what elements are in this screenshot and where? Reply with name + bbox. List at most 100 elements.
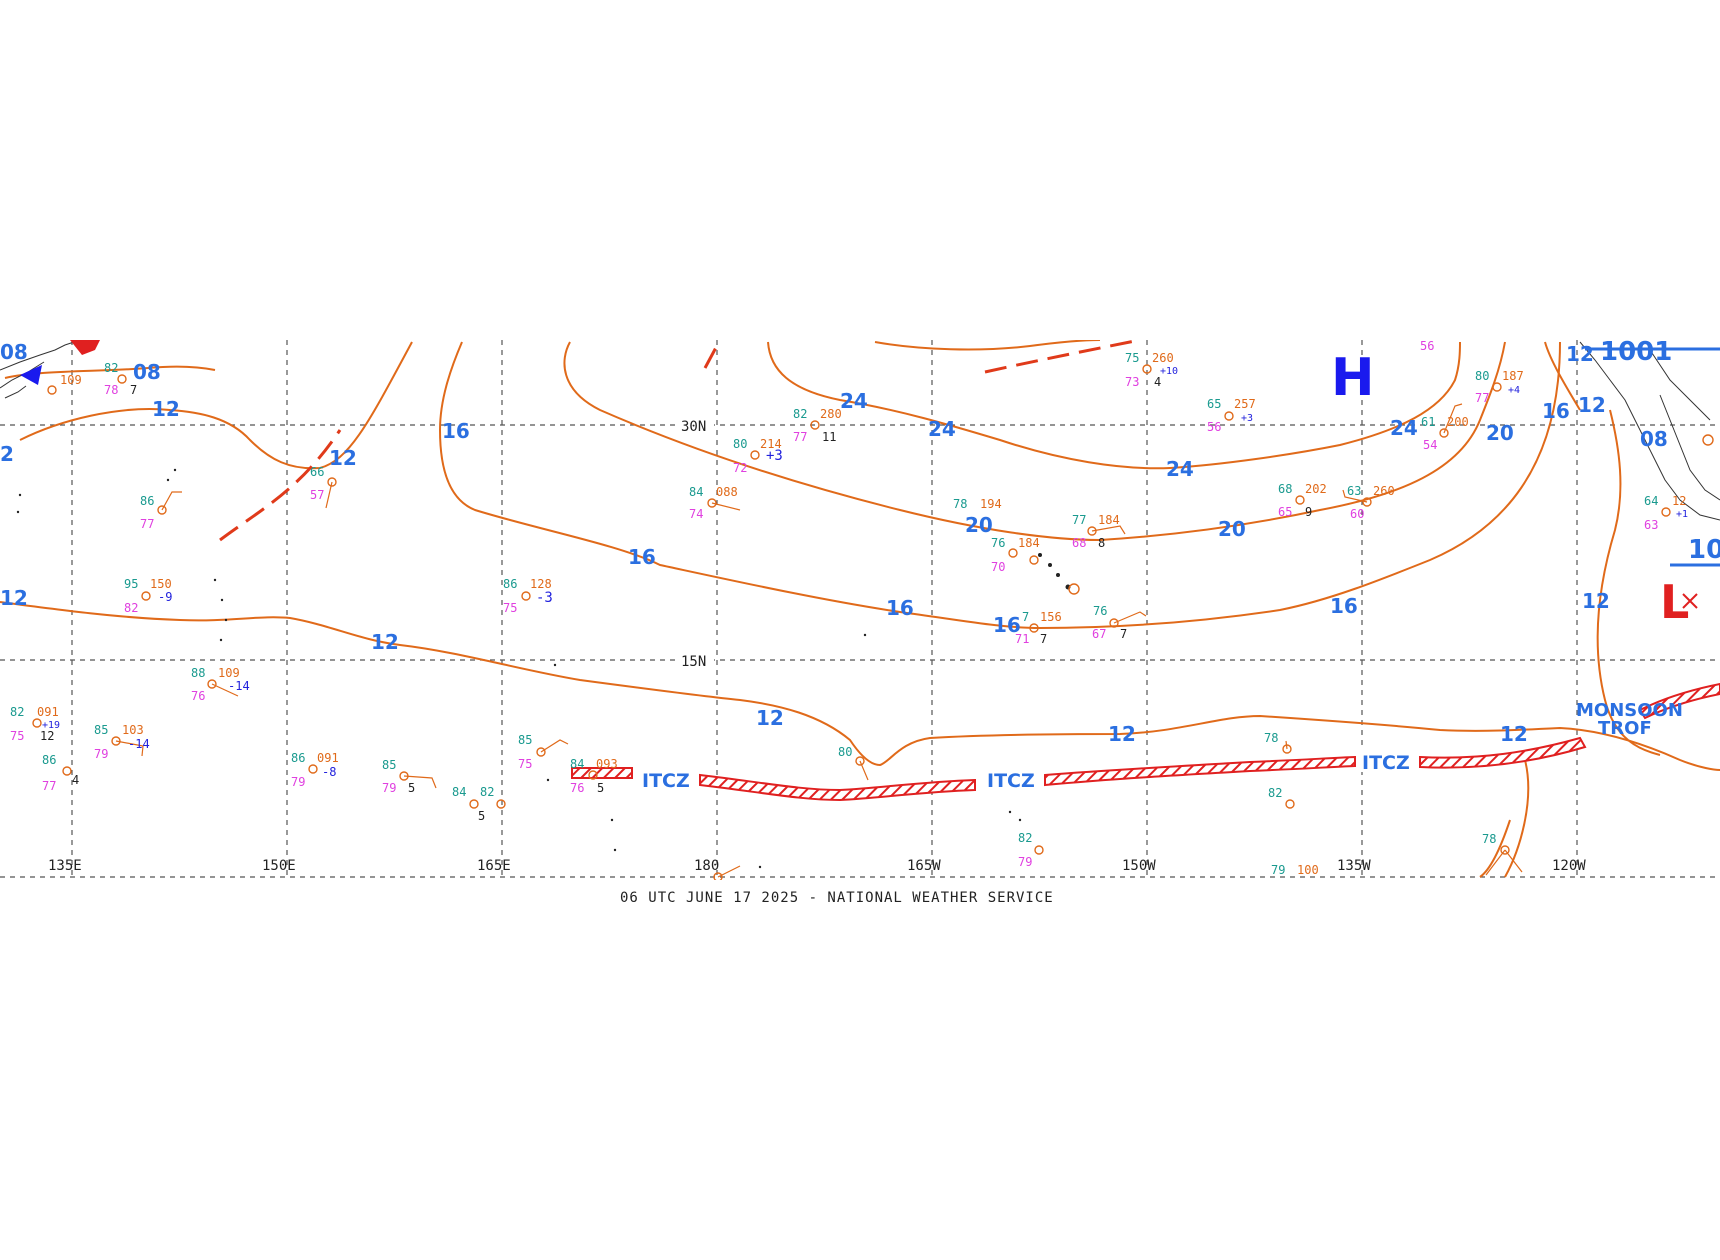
svg-text:12: 12 <box>1500 722 1528 746</box>
svg-text:12: 12 <box>40 729 54 743</box>
svg-text:16: 16 <box>442 419 470 443</box>
svg-text:093: 093 <box>596 757 618 771</box>
svg-text:4: 4 <box>72 773 79 787</box>
svg-text:10: 10 <box>1688 535 1720 565</box>
svg-text:08: 08 <box>1640 427 1668 451</box>
svg-text:187: 187 <box>1502 369 1524 383</box>
svg-text:78: 78 <box>104 383 118 397</box>
svg-text:-14: -14 <box>128 737 150 751</box>
svg-text:86: 86 <box>291 751 305 765</box>
svg-text:56: 56 <box>1420 339 1434 353</box>
svg-text:75: 75 <box>518 757 532 771</box>
svg-text:63: 63 <box>1644 518 1658 532</box>
svg-text:79: 79 <box>382 781 396 795</box>
svg-text:+4: +4 <box>1508 385 1520 396</box>
svg-text:+1: +1 <box>1676 509 1688 520</box>
svg-text:16: 16 <box>886 596 914 620</box>
svg-text:4: 4 <box>1154 375 1161 389</box>
svg-text:150: 150 <box>150 577 172 591</box>
svg-text:091: 091 <box>37 705 59 719</box>
svg-text:214: 214 <box>760 437 782 451</box>
svg-text:280: 280 <box>820 407 842 421</box>
svg-text:+10: +10 <box>1160 366 1178 377</box>
svg-text:82: 82 <box>104 361 118 375</box>
svg-text:+3: +3 <box>1241 413 1253 424</box>
svg-text:16: 16 <box>1542 399 1570 423</box>
svg-text:76: 76 <box>1093 604 1107 618</box>
svg-text:82: 82 <box>1018 831 1032 845</box>
itcz-labels: ITCZ ITCZ ITCZ <box>640 748 1418 792</box>
svg-text:135W: 135W <box>1337 858 1371 874</box>
svg-text:84: 84 <box>452 785 466 799</box>
svg-text:71: 71 <box>1015 632 1029 646</box>
svg-text:109: 109 <box>218 666 240 680</box>
svg-text:63: 63 <box>1347 484 1361 498</box>
svg-text:65: 65 <box>1207 397 1221 411</box>
svg-text:1001: 1001 <box>1600 337 1672 367</box>
isobar-labels: 08 08 2 12 12 16 24 24 24 24 20 20 20 16… <box>0 337 1720 746</box>
trough-3 <box>984 340 1141 374</box>
svg-text:16: 16 <box>993 613 1021 637</box>
svg-text:16: 16 <box>628 545 656 569</box>
svg-text:-8: -8 <box>322 765 336 779</box>
svg-text:82: 82 <box>480 785 494 799</box>
svg-text:84: 84 <box>689 485 703 499</box>
svg-text:77: 77 <box>793 430 807 444</box>
svg-text:165W: 165W <box>907 858 941 874</box>
itcz-axis <box>571 682 1720 802</box>
svg-text:165E: 165E <box>477 858 511 874</box>
svg-text:5: 5 <box>408 781 415 795</box>
trough-2 <box>703 340 722 369</box>
svg-text:78: 78 <box>1264 731 1278 745</box>
svg-text:7: 7 <box>1022 610 1029 624</box>
svg-text:12: 12 <box>0 586 28 610</box>
svg-text:7: 7 <box>130 383 137 397</box>
svg-text:150E: 150E <box>262 858 296 874</box>
svg-text:184: 184 <box>1098 513 1120 527</box>
svg-text:088: 088 <box>716 485 738 499</box>
nw-coastline <box>0 340 100 399</box>
svg-text:100: 100 <box>1297 863 1319 877</box>
svg-text:5: 5 <box>597 781 604 795</box>
svg-text:73: 73 <box>1125 375 1139 389</box>
svg-text:+3: +3 <box>766 448 783 464</box>
svg-text:2: 2 <box>0 442 14 466</box>
svg-text:184: 184 <box>1018 536 1040 550</box>
svg-text:180: 180 <box>694 858 719 874</box>
svg-text:156: 156 <box>1040 610 1062 624</box>
svg-text:76: 76 <box>191 689 205 703</box>
svg-text:109: 109 <box>60 373 82 387</box>
svg-text:135E: 135E <box>48 858 82 874</box>
isobar-1012-north <box>19 341 413 470</box>
svg-text:79: 79 <box>291 775 305 789</box>
isobar-1012-east <box>1596 409 1661 756</box>
svg-text:20: 20 <box>1218 517 1246 541</box>
isobar-1016-a <box>438 341 1561 630</box>
svg-text:61: 61 <box>1421 415 1435 429</box>
lat-lon-grid <box>0 340 1720 878</box>
longitude-labels: 135E 150E 165E 180 165W 150W 135W 120W <box>48 858 1586 874</box>
station-markers <box>32 364 1714 880</box>
svg-text:66: 66 <box>310 465 324 479</box>
svg-text:12: 12 <box>1108 722 1136 746</box>
svg-text:12: 12 <box>1566 342 1594 366</box>
svg-text:77: 77 <box>1475 391 1489 405</box>
svg-text:82: 82 <box>10 705 24 719</box>
svg-text:77: 77 <box>140 517 154 531</box>
svg-text:75: 75 <box>503 601 517 615</box>
svg-text:75: 75 <box>10 729 24 743</box>
svg-text:67: 67 <box>1092 627 1106 641</box>
svg-text:72: 72 <box>733 461 747 475</box>
svg-text:-9: -9 <box>158 590 172 604</box>
svg-text:80: 80 <box>1475 369 1489 383</box>
svg-text:+19: +19 <box>42 720 60 731</box>
latitude-labels: 30N 15N <box>680 416 714 670</box>
isobar-1012-east-b <box>1544 341 1581 411</box>
svg-text:85: 85 <box>382 758 396 772</box>
svg-text:128: 128 <box>530 577 552 591</box>
svg-text:54: 54 <box>1423 438 1437 452</box>
svg-text:24: 24 <box>840 389 868 413</box>
svg-text:76: 76 <box>991 536 1005 550</box>
svg-text:8: 8 <box>1098 536 1105 550</box>
